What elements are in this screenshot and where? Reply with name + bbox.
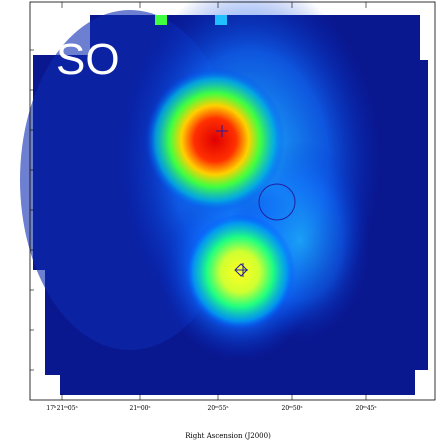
- x-tick-label: 20ᵐ55ˢ: [208, 405, 229, 412]
- x-tick-label: 17ʰ21ᵐ05ˢ: [46, 405, 77, 412]
- x-tick-label: 20ᵐ45ˢ: [356, 405, 377, 412]
- x-axis: 17ʰ21ᵐ05ˢ 21ᵐ00ˢ 20ᵐ55ˢ 20ᵐ50ˢ 20ᵐ45ˢ: [46, 2, 376, 412]
- x-axis-label: Right Ascension (J2000): [185, 432, 271, 440]
- x-tick-label: 20ᵐ50ˢ: [282, 405, 303, 412]
- markers: [216, 125, 296, 277]
- panel-label: SO: [56, 35, 120, 84]
- y-ticks: [30, 49, 34, 371]
- x-tick-label: 21ᵐ00ˢ: [130, 405, 151, 412]
- frame: [29, 1, 436, 401]
